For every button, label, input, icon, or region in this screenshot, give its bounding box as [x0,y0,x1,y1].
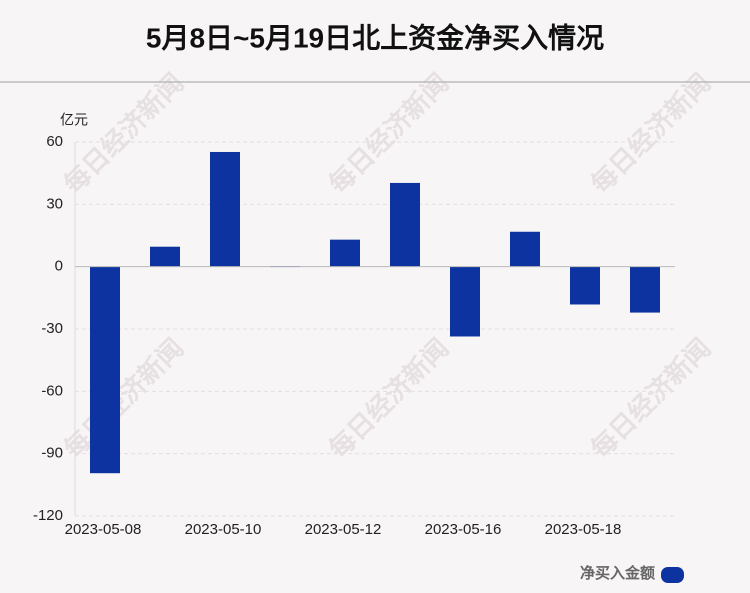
y-tick-label: -90 [41,445,63,462]
x-tick-label: 2023-05-10 [185,521,262,538]
y-axis-label: 亿元 [60,112,88,128]
x-tick-label: 2023-05-18 [545,521,622,538]
y-tick-label: -60 [41,382,63,399]
bar [570,266,600,305]
bar [450,266,480,337]
bar [150,246,180,267]
y-tick-label: 30 [46,195,63,212]
y-tick-label: -120 [33,507,63,524]
bar [630,266,660,313]
bar [390,182,420,267]
x-tick-label: 2023-05-16 [425,521,502,538]
bar [510,231,540,267]
bar [90,266,120,474]
x-tick-label: 2023-05-08 [65,521,142,538]
legend-swatch [661,567,684,583]
y-tick-label: 60 [46,133,63,150]
legend-label: 净买入金额 [580,564,655,582]
chart-title: 5月8日~5月19日北上资金净买入情况 [146,21,604,53]
x-tick-label: 2023-05-12 [305,521,382,538]
y-tick-label: -30 [41,320,63,337]
bar [210,151,240,267]
bar [330,239,360,267]
y-tick-label: 0 [55,258,63,275]
